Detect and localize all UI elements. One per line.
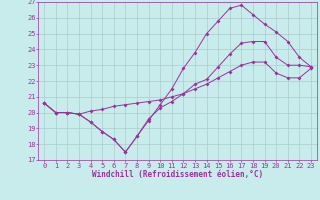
X-axis label: Windchill (Refroidissement éolien,°C): Windchill (Refroidissement éolien,°C) <box>92 170 263 179</box>
